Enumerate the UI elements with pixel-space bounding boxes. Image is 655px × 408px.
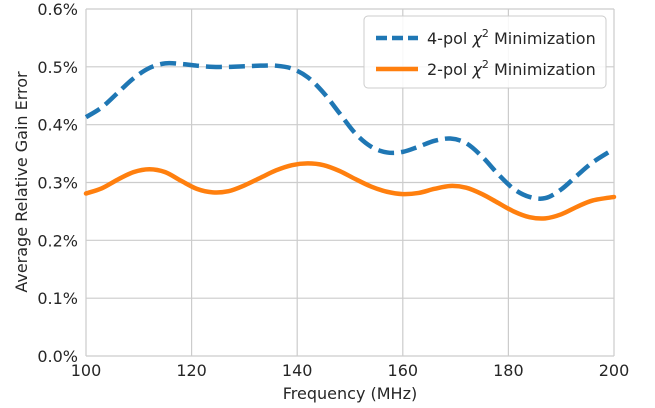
y-tick-label: 0.4% [37,116,78,135]
x-axis-title: Frequency (MHz) [283,384,417,403]
y-tick-label: 0.3% [37,174,78,193]
series-line-4pol [84,60,616,201]
y-tick-label: 0.1% [37,289,78,308]
x-tick-label: 160 [388,361,419,380]
y-tick-label: 0.6% [37,0,78,19]
series-layer [83,60,617,221]
legend: 4-pol χ2 Minimization 2-pol χ2 Minimizat… [363,15,607,89]
y-tick-label: 0.5% [37,58,78,77]
legend-label-2pol: 2-pol χ2 Minimization [427,58,596,79]
y-tick-label: 0.2% [37,231,78,250]
x-tick-label: 140 [282,361,313,380]
x-tick-label: 120 [176,361,207,380]
x-tick-label: 200 [599,361,630,380]
y-axis-title: Average Relative Gain Error [12,71,31,293]
y-tick-label: 0.0% [37,347,78,366]
tick-layer: 100 120 140 160 180 200 0.0% 0.1% 0.2% 0.3% 0.4% 0.… [37,0,629,380]
x-tick-label: 180 [493,361,524,380]
x-tick-label: 100 [71,361,102,380]
series-line-2pol [83,161,617,221]
legend-frame [363,15,607,89]
legend-label-4pol: 4-pol χ2 Minimization [427,27,596,48]
